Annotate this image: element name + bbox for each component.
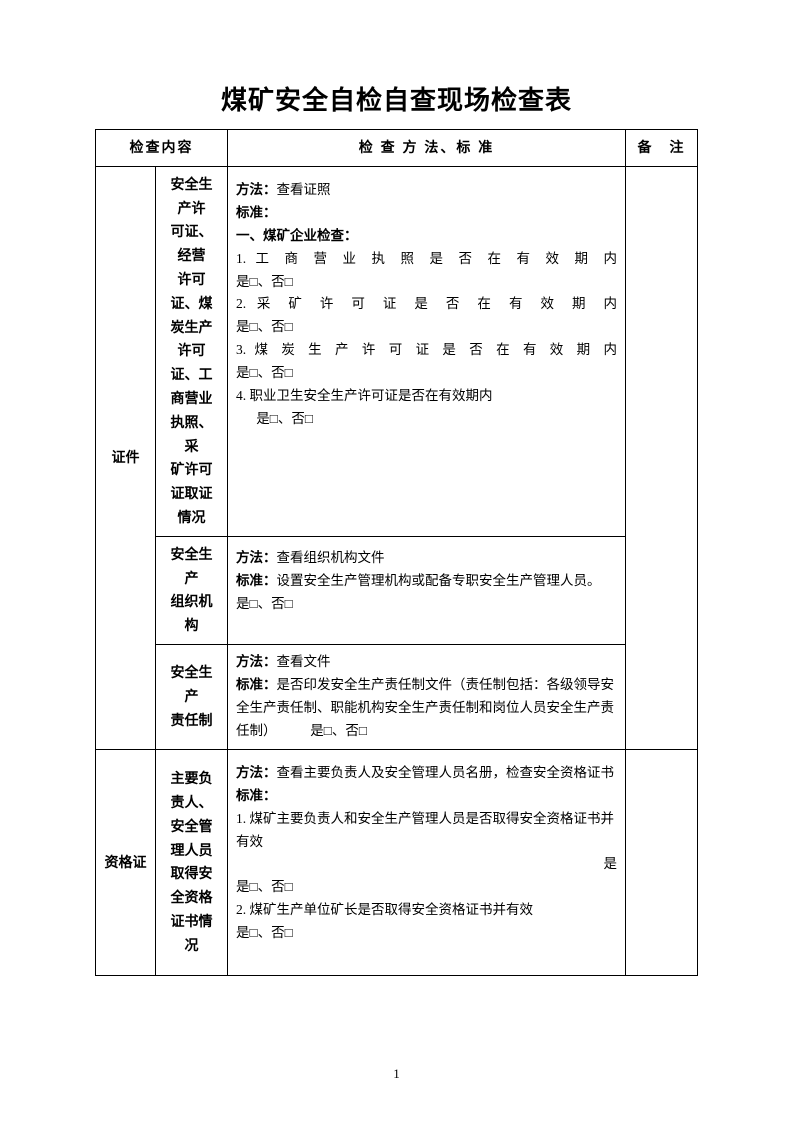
page-number: 1 <box>0 1066 793 1082</box>
content-cell: 方法：查看组织机构文件标准：设置安全生产管理机构或配备专职安全生产管理人员。 是… <box>228 536 626 644</box>
remark-cell <box>626 749 698 976</box>
subject-cell: 主要负责人、安全管理人员取得安全资格证书情况 <box>156 749 228 976</box>
header-content: 检查内容 <box>96 130 228 167</box>
content-cell: 方法：查看证照标准：一、煤矿企业检查：1. 工 商 营 业 执 照 是 否 在 … <box>228 166 626 536</box>
table-header-row: 检查内容 检 查 方 法、标 准 备 注 <box>96 130 698 167</box>
content-cell: 方法：查看文件标准：是否印发安全生产责任制文件（责任制包括：各级领导安全生产责任… <box>228 644 626 749</box>
inspection-table: 检查内容 检 查 方 法、标 准 备 注 证件 安全生产许可证、经营许可证、煤炭… <box>95 129 698 976</box>
table-row: 安全生产组织机构 方法：查看组织机构文件标准：设置安全生产管理机构或配备专职安全… <box>96 536 698 644</box>
content-cell: 方法：查看主要负责人及安全管理人员名册，检查安全资格证书标准：1. 煤矿主要负责… <box>228 749 626 976</box>
remark-cell <box>626 166 698 749</box>
header-remark: 备 注 <box>626 130 698 167</box>
category-cell: 证件 <box>96 166 156 749</box>
table-row: 资格证 主要负责人、安全管理人员取得安全资格证书情况 方法：查看主要负责人及安全… <box>96 749 698 976</box>
category-cell: 资格证 <box>96 749 156 976</box>
subject-cell: 安全生产许可证、经营许可证、煤炭生产许可证、工商营业执照、采矿许可证取证情况 <box>156 166 228 536</box>
subject-cell: 安全生产组织机构 <box>156 536 228 644</box>
table-row: 证件 安全生产许可证、经营许可证、煤炭生产许可证、工商营业执照、采矿许可证取证情… <box>96 166 698 536</box>
table-row: 安全生产责任制 方法：查看文件标准：是否印发安全生产责任制文件（责任制包括：各级… <box>96 644 698 749</box>
page-title: 煤矿安全自检自查现场检查表 <box>95 80 698 117</box>
header-method: 检 查 方 法、标 准 <box>228 130 626 167</box>
subject-cell: 安全生产责任制 <box>156 644 228 749</box>
